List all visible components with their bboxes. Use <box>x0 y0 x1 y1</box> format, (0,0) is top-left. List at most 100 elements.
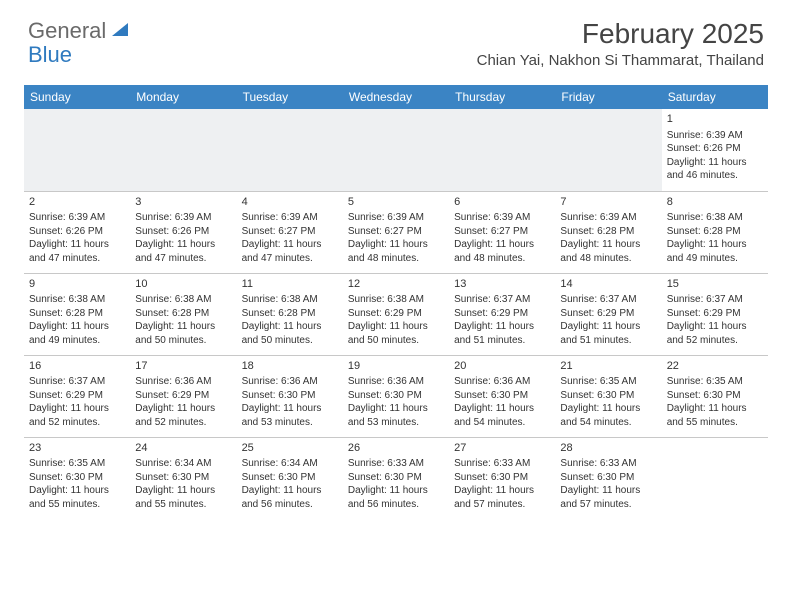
calendar-cell: 11Sunrise: 6:38 AMSunset: 6:28 PMDayligh… <box>237 273 343 355</box>
logo-text-blue: Blue <box>28 42 72 67</box>
sun-info: Sunrise: 6:39 AMSunset: 6:26 PMDaylight:… <box>29 211 125 265</box>
calendar-cell: 10Sunrise: 6:38 AMSunset: 6:28 PMDayligh… <box>130 273 236 355</box>
sun-info: Sunrise: 6:39 AMSunset: 6:26 PMDaylight:… <box>667 129 763 183</box>
sun-info: Sunrise: 6:37 AMSunset: 6:29 PMDaylight:… <box>667 293 763 347</box>
calendar-cell: 23Sunrise: 6:35 AMSunset: 6:30 PMDayligh… <box>24 437 130 519</box>
header: General February 2025 Chian Yai, Nakhon … <box>0 0 792 77</box>
day-number: 24 <box>135 441 231 456</box>
calendar-cell: 4Sunrise: 6:39 AMSunset: 6:27 PMDaylight… <box>237 191 343 273</box>
day-number: 27 <box>454 441 550 456</box>
calendar-cell: 3Sunrise: 6:39 AMSunset: 6:26 PMDaylight… <box>130 191 236 273</box>
sun-info: Sunrise: 6:39 AMSunset: 6:27 PMDaylight:… <box>242 211 338 265</box>
calendar-cell: 7Sunrise: 6:39 AMSunset: 6:28 PMDaylight… <box>555 191 661 273</box>
sun-info: Sunrise: 6:36 AMSunset: 6:30 PMDaylight:… <box>348 375 444 429</box>
calendar-week-row: 1Sunrise: 6:39 AMSunset: 6:26 PMDaylight… <box>24 109 768 191</box>
logo-blue-row: Blue <box>28 42 72 68</box>
location-text: Chian Yai, Nakhon Si Thammarat, Thailand <box>477 52 764 69</box>
sun-info: Sunrise: 6:35 AMSunset: 6:30 PMDaylight:… <box>560 375 656 429</box>
calendar-cell: 15Sunrise: 6:37 AMSunset: 6:29 PMDayligh… <box>662 273 768 355</box>
weekday-header-row: Sunday Monday Tuesday Wednesday Thursday… <box>24 85 768 109</box>
page-title: February 2025 <box>477 18 764 50</box>
weekday-header: Friday <box>555 85 661 109</box>
title-block: February 2025 Chian Yai, Nakhon Si Thamm… <box>477 18 764 69</box>
calendar-cell <box>130 109 236 191</box>
weekday-header: Monday <box>130 85 236 109</box>
weekday-header: Saturday <box>662 85 768 109</box>
calendar-cell: 6Sunrise: 6:39 AMSunset: 6:27 PMDaylight… <box>449 191 555 273</box>
sun-info: Sunrise: 6:38 AMSunset: 6:28 PMDaylight:… <box>667 211 763 265</box>
day-number: 11 <box>242 277 338 292</box>
calendar-cell: 16Sunrise: 6:37 AMSunset: 6:29 PMDayligh… <box>24 355 130 437</box>
day-number: 5 <box>348 195 444 210</box>
day-number: 2 <box>29 195 125 210</box>
calendar-cell <box>343 109 449 191</box>
calendar-cell: 12Sunrise: 6:38 AMSunset: 6:29 PMDayligh… <box>343 273 449 355</box>
sun-info: Sunrise: 6:39 AMSunset: 6:28 PMDaylight:… <box>560 211 656 265</box>
logo-text-general: General <box>28 18 106 44</box>
calendar-cell: 13Sunrise: 6:37 AMSunset: 6:29 PMDayligh… <box>449 273 555 355</box>
calendar-cell: 5Sunrise: 6:39 AMSunset: 6:27 PMDaylight… <box>343 191 449 273</box>
sun-info: Sunrise: 6:38 AMSunset: 6:28 PMDaylight:… <box>135 293 231 347</box>
calendar-week-row: 16Sunrise: 6:37 AMSunset: 6:29 PMDayligh… <box>24 355 768 437</box>
calendar-cell: 22Sunrise: 6:35 AMSunset: 6:30 PMDayligh… <box>662 355 768 437</box>
calendar-week-row: 2Sunrise: 6:39 AMSunset: 6:26 PMDaylight… <box>24 191 768 273</box>
calendar-cell <box>449 109 555 191</box>
day-number: 21 <box>560 359 656 374</box>
day-number: 8 <box>667 195 763 210</box>
calendar-cell: 21Sunrise: 6:35 AMSunset: 6:30 PMDayligh… <box>555 355 661 437</box>
day-number: 16 <box>29 359 125 374</box>
calendar-cell: 25Sunrise: 6:34 AMSunset: 6:30 PMDayligh… <box>237 437 343 519</box>
day-number: 6 <box>454 195 550 210</box>
calendar-cell: 18Sunrise: 6:36 AMSunset: 6:30 PMDayligh… <box>237 355 343 437</box>
day-number: 9 <box>29 277 125 292</box>
sun-info: Sunrise: 6:37 AMSunset: 6:29 PMDaylight:… <box>454 293 550 347</box>
sun-info: Sunrise: 6:36 AMSunset: 6:30 PMDaylight:… <box>242 375 338 429</box>
sun-info: Sunrise: 6:37 AMSunset: 6:29 PMDaylight:… <box>560 293 656 347</box>
calendar-cell: 19Sunrise: 6:36 AMSunset: 6:30 PMDayligh… <box>343 355 449 437</box>
day-number: 20 <box>454 359 550 374</box>
calendar-week-row: 23Sunrise: 6:35 AMSunset: 6:30 PMDayligh… <box>24 437 768 519</box>
day-number: 17 <box>135 359 231 374</box>
calendar-cell: 1Sunrise: 6:39 AMSunset: 6:26 PMDaylight… <box>662 109 768 191</box>
logo-sail-icon <box>110 20 130 43</box>
day-number: 22 <box>667 359 763 374</box>
calendar-cell: 9Sunrise: 6:38 AMSunset: 6:28 PMDaylight… <box>24 273 130 355</box>
day-number: 13 <box>454 277 550 292</box>
calendar-cell: 28Sunrise: 6:33 AMSunset: 6:30 PMDayligh… <box>555 437 661 519</box>
weekday-header: Sunday <box>24 85 130 109</box>
calendar-cell: 27Sunrise: 6:33 AMSunset: 6:30 PMDayligh… <box>449 437 555 519</box>
sun-info: Sunrise: 6:39 AMSunset: 6:27 PMDaylight:… <box>348 211 444 265</box>
sun-info: Sunrise: 6:38 AMSunset: 6:28 PMDaylight:… <box>29 293 125 347</box>
logo: General <box>28 18 132 44</box>
weekday-header: Thursday <box>449 85 555 109</box>
sun-info: Sunrise: 6:34 AMSunset: 6:30 PMDaylight:… <box>242 457 338 511</box>
calendar-cell: 26Sunrise: 6:33 AMSunset: 6:30 PMDayligh… <box>343 437 449 519</box>
day-number: 28 <box>560 441 656 456</box>
sun-info: Sunrise: 6:39 AMSunset: 6:27 PMDaylight:… <box>454 211 550 265</box>
calendar-cell <box>24 109 130 191</box>
day-number: 18 <box>242 359 338 374</box>
day-number: 14 <box>560 277 656 292</box>
calendar-cell: 14Sunrise: 6:37 AMSunset: 6:29 PMDayligh… <box>555 273 661 355</box>
sun-info: Sunrise: 6:34 AMSunset: 6:30 PMDaylight:… <box>135 457 231 511</box>
sun-info: Sunrise: 6:35 AMSunset: 6:30 PMDaylight:… <box>29 457 125 511</box>
sun-info: Sunrise: 6:33 AMSunset: 6:30 PMDaylight:… <box>348 457 444 511</box>
day-number: 3 <box>135 195 231 210</box>
day-number: 10 <box>135 277 231 292</box>
sun-info: Sunrise: 6:38 AMSunset: 6:29 PMDaylight:… <box>348 293 444 347</box>
day-number: 15 <box>667 277 763 292</box>
day-number: 7 <box>560 195 656 210</box>
day-number: 12 <box>348 277 444 292</box>
day-number: 19 <box>348 359 444 374</box>
calendar-body: 1Sunrise: 6:39 AMSunset: 6:26 PMDaylight… <box>24 109 768 519</box>
calendar-cell: 2Sunrise: 6:39 AMSunset: 6:26 PMDaylight… <box>24 191 130 273</box>
calendar-week-row: 9Sunrise: 6:38 AMSunset: 6:28 PMDaylight… <box>24 273 768 355</box>
sun-info: Sunrise: 6:33 AMSunset: 6:30 PMDaylight:… <box>560 457 656 511</box>
day-number: 26 <box>348 441 444 456</box>
sun-info: Sunrise: 6:38 AMSunset: 6:28 PMDaylight:… <box>242 293 338 347</box>
weekday-header: Wednesday <box>343 85 449 109</box>
calendar-cell: 20Sunrise: 6:36 AMSunset: 6:30 PMDayligh… <box>449 355 555 437</box>
calendar-cell <box>662 437 768 519</box>
weekday-header: Tuesday <box>237 85 343 109</box>
sun-info: Sunrise: 6:35 AMSunset: 6:30 PMDaylight:… <box>667 375 763 429</box>
